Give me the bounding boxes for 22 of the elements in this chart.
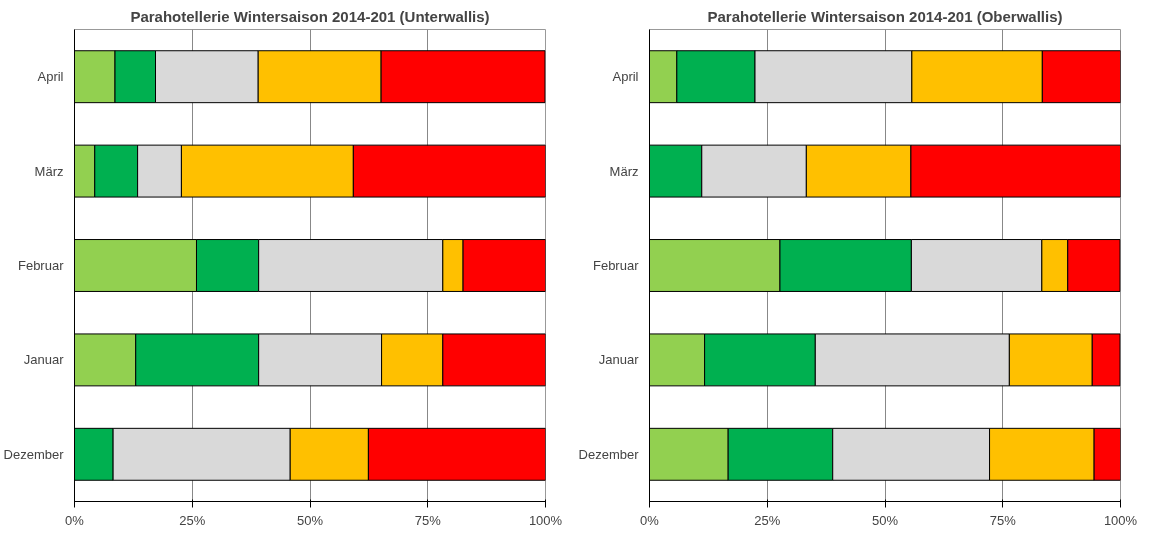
chart-title: Parahotellerie Wintersaison 2014-201 (Oberwallis): [707, 7, 1063, 25]
x-tick-label: 100%: [1103, 512, 1138, 528]
x-tick-label: 50%: [296, 512, 324, 528]
y-tick-label: März: [34, 163, 64, 179]
x-tick-label: 75%: [414, 512, 442, 528]
x-tick-label: 75%: [989, 512, 1017, 528]
y-tick-label: April: [612, 69, 639, 85]
y-tick-label: März: [609, 163, 639, 179]
y-tick-label: Dezember: [578, 446, 640, 462]
chart-title: Parahotellerie Wintersaison 2014-201 (Unterwallis): [130, 7, 490, 25]
x-tick-label: 50%: [871, 512, 899, 528]
x-tick-label: 0%: [640, 512, 660, 528]
y-tick-label: April: [37, 69, 64, 85]
x-tick-label: 0%: [65, 512, 85, 528]
x-tick-label: 25%: [179, 512, 206, 528]
y-tick-label: Januar: [598, 352, 640, 368]
x-tick-label: 100%: [528, 512, 563, 528]
x-tick-label: 25%: [754, 512, 781, 528]
y-tick-label: Dezember: [3, 446, 65, 462]
y-tick-label: Januar: [23, 352, 65, 368]
y-tick-label: Februar: [17, 258, 65, 273]
y-tick-label: Februar: [592, 258, 640, 273]
